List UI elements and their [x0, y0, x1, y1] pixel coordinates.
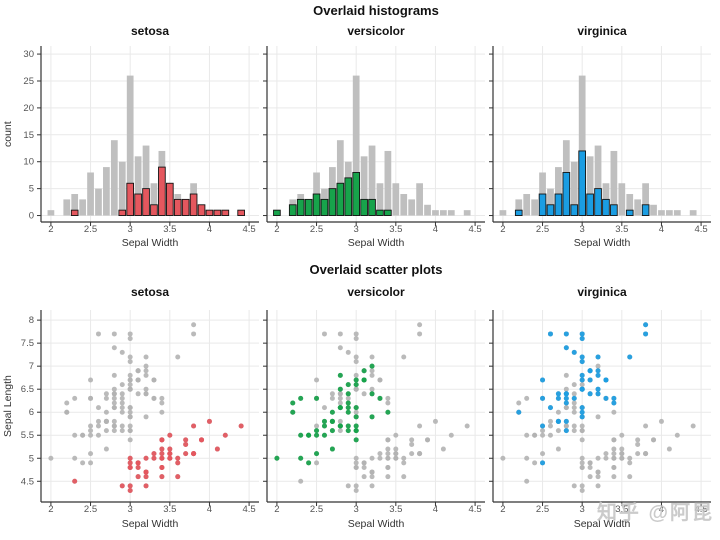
svg-text:3: 3 [354, 504, 359, 515]
svg-text:2.5: 2.5 [310, 224, 323, 235]
svg-text:4.5: 4.5 [468, 224, 481, 235]
svg-text:10: 10 [23, 157, 34, 168]
svg-text:20: 20 [23, 103, 34, 114]
hist-x-axis-label-1: Sepal Width [121, 237, 179, 249]
svg-text:6: 6 [29, 407, 34, 418]
svg-text:3.5: 3.5 [389, 504, 402, 515]
svg-text:3.5: 3.5 [163, 504, 176, 515]
hist-panel-virginica: 2 2.5 3 3.5 4 4.5 [489, 46, 711, 235]
svg-text:2: 2 [500, 504, 505, 515]
histograms-figure-title: Overlaid histograms [313, 3, 439, 18]
svg-text:3: 3 [128, 504, 133, 515]
svg-text:5.5: 5.5 [21, 430, 34, 441]
svg-text:3.5: 3.5 [615, 504, 628, 515]
scatter-panel-virginica: 2 2.5 3 3.5 4 4.5 [489, 310, 711, 515]
svg-text:25: 25 [23, 76, 34, 87]
svg-text:5: 5 [29, 453, 34, 464]
svg-text:4.5: 4.5 [468, 504, 481, 515]
svg-text:4.5: 4.5 [242, 224, 255, 235]
svg-text:3.5: 3.5 [163, 224, 176, 235]
scatter-x-axis-label-2: Sepal Width [347, 518, 405, 530]
scatter-panel-title-versicolor: versicolor [347, 285, 405, 299]
svg-text:3.5: 3.5 [615, 224, 628, 235]
svg-text:30: 30 [23, 49, 34, 60]
svg-text:2: 2 [48, 504, 53, 515]
scatter-figure-title: Overlaid scatter plots [309, 262, 443, 277]
svg-text:4: 4 [433, 504, 438, 515]
svg-text:4: 4 [207, 224, 212, 235]
hist-x-axis-label-2: Sepal Width [347, 237, 405, 249]
svg-text:4.5: 4.5 [21, 476, 34, 487]
svg-text:4: 4 [207, 504, 212, 515]
histogram-panels-svg: 2 2.5 3 3.5 4 4.5 0 5 10 15 20 25 30 2 2.5 3 3.5 4 4.5 2 2.5… [23, 46, 711, 235]
svg-text:3: 3 [354, 224, 359, 235]
svg-text:7.5: 7.5 [21, 338, 34, 349]
svg-text:2: 2 [274, 224, 279, 235]
svg-text:2.5: 2.5 [310, 504, 323, 515]
svg-text:2.5: 2.5 [84, 224, 97, 235]
svg-text:5: 5 [29, 184, 34, 195]
svg-text:4: 4 [659, 224, 664, 235]
svg-text:2.5: 2.5 [536, 504, 549, 515]
svg-text:4: 4 [659, 504, 664, 515]
svg-text:3: 3 [128, 224, 133, 235]
hist-x-axis-label-3: Sepal Width [573, 237, 631, 249]
svg-text:8: 8 [29, 315, 34, 326]
svg-text:3: 3 [580, 224, 585, 235]
svg-text:0: 0 [29, 211, 34, 222]
hist-panel-title-setosa: setosa [130, 24, 170, 38]
scatter-panel-title-virginica: virginica [577, 285, 627, 299]
scatter-panel-title-setosa: setosa [130, 285, 170, 299]
hist-panel-versicolor: 2 2.5 3 3.5 4 4.5 [263, 46, 485, 235]
hist-panel-title-virginica: virginica [577, 24, 627, 38]
svg-text:2.5: 2.5 [84, 504, 97, 515]
scatter-panel-setosa: 2 2.5 3 3.5 4 4.5 4.5 5 5.5 6 6.5 7 7.5 8 [21, 310, 259, 515]
svg-text:15: 15 [23, 130, 34, 141]
hist-panel-title-versicolor: versicolor [347, 24, 405, 38]
svg-text:4.5: 4.5 [694, 504, 707, 515]
svg-text:2.5: 2.5 [536, 224, 549, 235]
svg-text:3.5: 3.5 [389, 224, 402, 235]
svg-text:7: 7 [29, 361, 34, 372]
scatter-panel-versicolor: 2 2.5 3 3.5 4 4.5 [263, 310, 485, 515]
scatter-x-axis-label-1: Sepal Width [121, 518, 179, 530]
scatter-panels-svg: 2 2.5 3 3.5 4 4.5 4.5 5 5.5 6 6.5 7 7.5 8 2 2.5 3 3.5 4 4.5… [21, 310, 711, 515]
svg-text:3: 3 [580, 504, 585, 515]
svg-text:2: 2 [274, 504, 279, 515]
svg-text:4.5: 4.5 [242, 504, 255, 515]
scatter-x-axis-label-3: Sepal Width [573, 518, 631, 530]
svg-text:6.5: 6.5 [21, 384, 34, 395]
svg-text:2: 2 [500, 224, 505, 235]
svg-text:2: 2 [48, 224, 53, 235]
hist-panel-setosa: 2 2.5 3 3.5 4 4.5 0 5 10 15 20 25 30 [23, 46, 259, 235]
svg-text:4.5: 4.5 [694, 224, 707, 235]
svg-text:4: 4 [433, 224, 438, 235]
